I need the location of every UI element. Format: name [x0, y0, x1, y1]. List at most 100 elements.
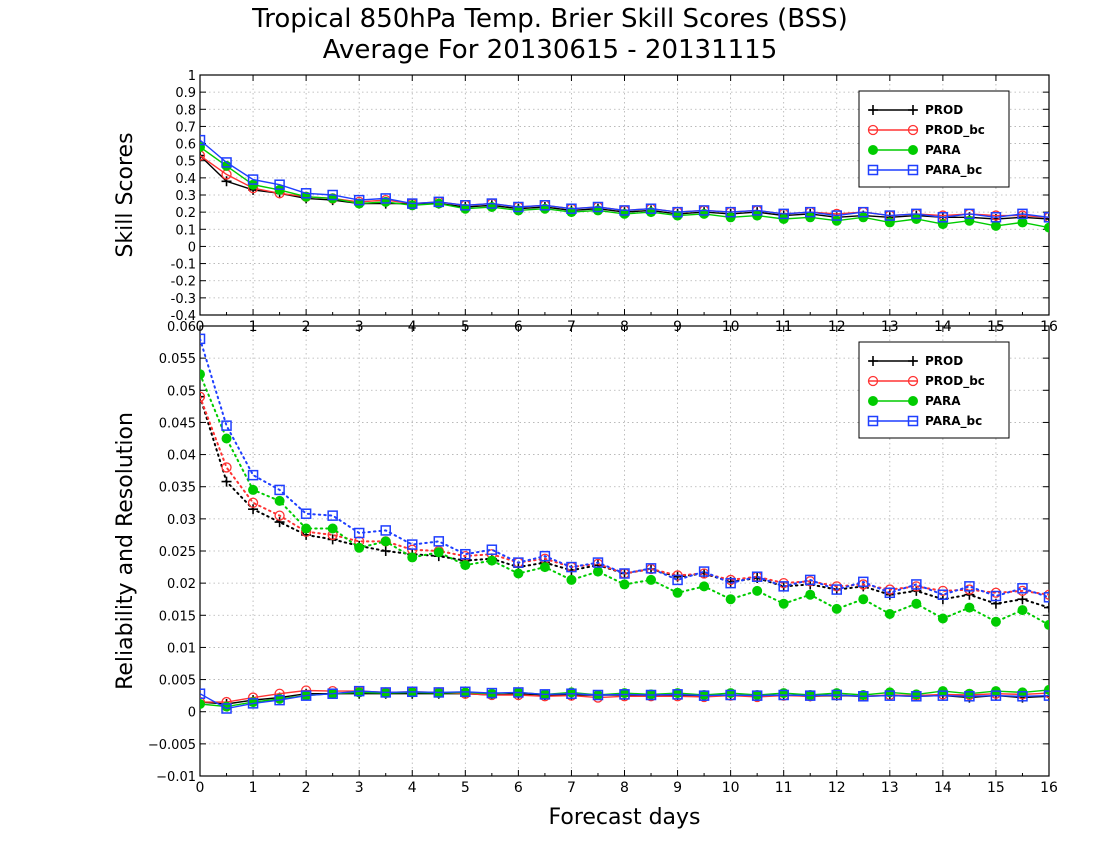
- bottom-resolution-point-para_bc: [300, 508, 312, 519]
- bottom-resolution-point-para_bc: [407, 539, 418, 550]
- bottom-x-tick-label: 6: [514, 780, 523, 796]
- top-series-point-para_bc: [200, 134, 206, 146]
- bottom-resolution-point-para_bc: [380, 525, 391, 536]
- bottom-y-tick-label: 0.005: [159, 674, 196, 689]
- skill-scores-panel: 0 1 2 3 4 5 6 7 8 9 10 11 12 13 14 15 16-0.4-0.3-0.2-0.1…: [113, 69, 1058, 335]
- bottom-resolution-point-para_bc: [1017, 583, 1028, 594]
- top-series-point-prod: [200, 150, 205, 161]
- bottom-legend-marker: [908, 356, 918, 366]
- bottom-resolution-point-para_bc: [1043, 592, 1049, 603]
- bottom-reliability-point-para_bc: [539, 689, 551, 700]
- top-legend-label: PARA_bc: [925, 163, 982, 178]
- top-series-point-para_bc: [831, 210, 842, 221]
- bottom-y-tick-label: 0.02: [167, 577, 196, 592]
- bottom-resolution-point-para: [274, 495, 285, 506]
- bottom-resolution-point-para: [884, 609, 895, 619]
- bottom-resolution-point-para: [354, 542, 365, 553]
- bottom-reliability-point-para_bc: [566, 688, 577, 699]
- top-y-tick-label: 0.1: [175, 223, 196, 238]
- bottom-legend-marker: [908, 396, 918, 406]
- bottom-y-tick-label: 0.025: [159, 545, 196, 560]
- bottom-reliability-point-para: [964, 688, 975, 699]
- top-legend-item-prod: PROD: [868, 103, 963, 117]
- top-series-point-para_bc: [274, 179, 285, 190]
- bottom-reliability-point-para: [911, 689, 922, 700]
- bottom-resolution-point-para_bc: [645, 563, 657, 574]
- bottom-reliability-point-para_bc: [725, 689, 736, 701]
- top-series-point-para: [699, 208, 710, 219]
- top-legend-marker: [867, 164, 879, 176]
- bottom-resolution-point-para: [380, 536, 391, 547]
- bottom-resolution-point-para_bc: [539, 550, 551, 562]
- bottom-legend-label: PROD: [925, 354, 963, 368]
- bottom-y-tick-label: 0.05: [167, 384, 196, 399]
- top-series-point-para_bc: [300, 188, 312, 199]
- bottom-resolution-point-para: [964, 602, 975, 613]
- bottom-resolution-point-para_bc: [804, 574, 816, 586]
- bottom-reliability-point-para_bc: [964, 691, 975, 702]
- bottom-reliability-point-para_bc: [804, 690, 816, 701]
- top-series-point-para: [301, 191, 312, 202]
- bottom-resolution-point-prod: [274, 517, 285, 528]
- bottom-resolution-point-para: [221, 433, 232, 444]
- bottom-resolution-point-prod_bc: [274, 510, 285, 521]
- top-y-tick-label: -0.2: [171, 275, 196, 290]
- bottom-x-tick-label: 12: [828, 780, 846, 796]
- chart-title-line1: Tropical 850hPa Temp. Brier Skill Scores…: [252, 4, 848, 34]
- bottom-x-tick-label: 3: [355, 780, 364, 796]
- top-series-point-para_bc: [645, 203, 657, 214]
- bottom-resolution-point-prod_bc: [200, 391, 206, 402]
- top-series-point-para_bc: [619, 205, 630, 216]
- bottom-reliability-point-para_bc: [200, 688, 206, 699]
- bottom-legend-marker: [907, 375, 919, 387]
- bottom-reliability-point-para_bc: [990, 690, 1002, 701]
- top-legend-item-prod_bc: PROD_bc: [867, 123, 985, 138]
- bottom-legend-marker: [868, 356, 878, 366]
- top-series-point-para_bc: [592, 201, 604, 213]
- bottom-resolution-point-para: [646, 574, 657, 585]
- top-series-point-prod: [221, 176, 232, 187]
- bottom-resolution-point-para_bc: [460, 548, 471, 560]
- bottom-x-tick-label: 9: [673, 780, 682, 796]
- top-series-point-para_bc: [1043, 212, 1049, 223]
- bottom-reliability-point-para_bc: [380, 687, 391, 698]
- reliability-resolution-panel: 0 1 2 3 4 5 6 7 8 9 10 11 12 13 14 15 16−0.01−0.00500.00…: [113, 320, 1058, 830]
- top-series-point-para: [937, 219, 948, 230]
- top-y-tick-label: -0.4: [171, 309, 196, 324]
- bottom-y-tick-label: 0.055: [159, 352, 196, 367]
- bottom-resolution-point-para_bc: [884, 587, 896, 599]
- bottom-reliability-point-para_bc: [460, 686, 471, 698]
- bottom-reliability-para-bc: [200, 685, 1049, 714]
- bottom-legend-label: PARA: [925, 394, 961, 408]
- bottom-legend-marker: [907, 415, 919, 427]
- top-series-point-para_bc: [778, 208, 789, 220]
- bottom-resolution-point-para_bc: [911, 579, 922, 590]
- bottom-resolution-point-para_bc: [221, 420, 232, 431]
- top-series-point-para_bc: [858, 206, 869, 218]
- bottom-resolution-point-para: [407, 552, 418, 563]
- bottom-reliability-point-para_bc: [884, 690, 896, 701]
- bottom-legend-label: PARA_bc: [925, 414, 982, 429]
- bottom-resolution-point-para_bc: [990, 590, 1002, 602]
- bottom-reliability-point-para_bc: [937, 690, 949, 701]
- bottom-reliability-point-para_bc: [1017, 691, 1028, 702]
- bottom-resolution-point-para: [990, 616, 1001, 627]
- bottom-reliability-point-para_bc: [247, 698, 259, 709]
- bottom-legend: PROD PROD_bc PARA PARA_bc: [858, 341, 1010, 439]
- bottom-resolution-point-para_bc: [831, 584, 842, 595]
- top-y-tick-label: 1: [188, 69, 196, 84]
- bottom-reliability-point-para_bc: [619, 689, 630, 700]
- bottom-resolution-point-para: [699, 581, 710, 592]
- bottom-reliability-point-para_bc: [751, 690, 763, 701]
- bottom-resolution-point-para: [725, 594, 736, 605]
- top-series-point-prod_bc: [200, 150, 206, 161]
- top-series-point-para: [1044, 222, 1049, 233]
- bottom-x-tick-label: 1: [249, 780, 258, 796]
- bottom-resolution-point-para: [539, 562, 550, 573]
- bottom-reliability-point-para: [200, 699, 205, 709]
- bottom-resolution-point-para_bc: [858, 576, 869, 588]
- bottom-reliability-point-para_bc: [353, 685, 365, 697]
- bottom-resolution-point-para: [433, 547, 444, 558]
- top-series-point-para_bc: [407, 198, 418, 209]
